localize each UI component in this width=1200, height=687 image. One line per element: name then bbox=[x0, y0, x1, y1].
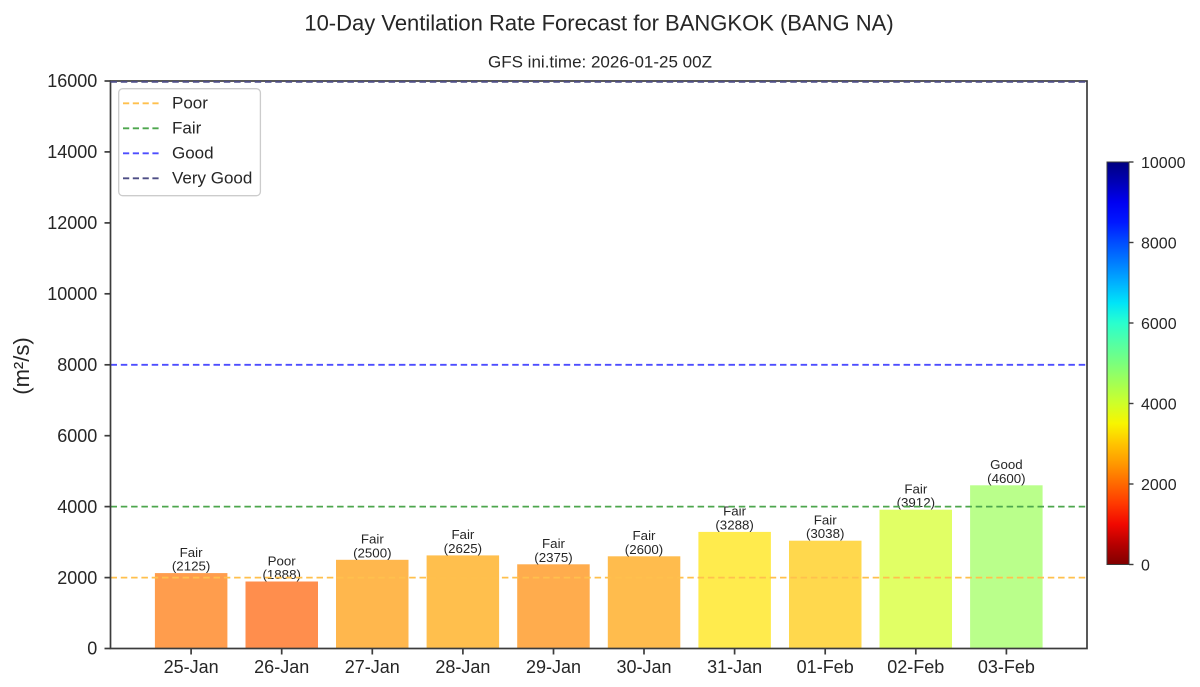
svg-text:03-Feb: 03-Feb bbox=[978, 657, 1035, 677]
svg-text:16000: 16000 bbox=[47, 71, 97, 91]
svg-text:02-Feb: 02-Feb bbox=[887, 657, 944, 677]
svg-text:Fair: Fair bbox=[172, 119, 202, 138]
svg-text:(2600): (2600) bbox=[625, 542, 663, 557]
svg-text:30-Jan: 30-Jan bbox=[616, 657, 671, 677]
svg-text:(2125): (2125) bbox=[172, 559, 210, 574]
svg-text:(2625): (2625) bbox=[444, 541, 482, 556]
svg-text:10000: 10000 bbox=[47, 284, 97, 304]
svg-text:27-Jan: 27-Jan bbox=[345, 657, 400, 677]
svg-text:(m²/s): (m²/s) bbox=[9, 337, 34, 394]
svg-text:Fair: Fair bbox=[180, 545, 203, 560]
svg-text:8000: 8000 bbox=[57, 355, 97, 375]
svg-text:6000: 6000 bbox=[1141, 316, 1177, 333]
svg-text:14000: 14000 bbox=[47, 142, 97, 162]
svg-text:01-Feb: 01-Feb bbox=[797, 657, 854, 677]
svg-text:Very Good: Very Good bbox=[172, 169, 252, 188]
svg-text:(3288): (3288) bbox=[715, 517, 753, 532]
svg-text:8000: 8000 bbox=[1141, 235, 1177, 252]
svg-text:(3038): (3038) bbox=[806, 526, 844, 541]
svg-text:Fair: Fair bbox=[542, 536, 565, 551]
svg-text:Poor: Poor bbox=[268, 553, 297, 568]
svg-text:29-Jan: 29-Jan bbox=[526, 657, 581, 677]
svg-text:25-Jan: 25-Jan bbox=[164, 657, 219, 677]
svg-text:2000: 2000 bbox=[57, 568, 97, 588]
svg-text:10000: 10000 bbox=[1141, 155, 1186, 172]
svg-text:28-Jan: 28-Jan bbox=[435, 657, 490, 677]
svg-text:Fair: Fair bbox=[814, 513, 837, 528]
svg-text:Good: Good bbox=[172, 144, 214, 163]
svg-text:(1888): (1888) bbox=[262, 567, 300, 582]
svg-text:31-Jan: 31-Jan bbox=[707, 657, 762, 677]
svg-text:12000: 12000 bbox=[47, 213, 97, 233]
svg-text:Good: Good bbox=[990, 457, 1023, 472]
svg-text:(2375): (2375) bbox=[534, 550, 572, 565]
svg-text:6000: 6000 bbox=[57, 426, 97, 446]
svg-text:4000: 4000 bbox=[1141, 396, 1177, 413]
svg-text:2000: 2000 bbox=[1141, 477, 1177, 494]
svg-text:4000: 4000 bbox=[57, 497, 97, 517]
svg-text:Fair: Fair bbox=[361, 532, 384, 547]
svg-text:Fair: Fair bbox=[451, 527, 474, 542]
svg-text:26-Jan: 26-Jan bbox=[254, 657, 309, 677]
svg-text:Fair: Fair bbox=[633, 528, 656, 543]
svg-text:GFS ini.time: 2026-01-25 00Z: GFS ini.time: 2026-01-25 00Z bbox=[488, 53, 712, 72]
svg-text:Poor: Poor bbox=[172, 94, 208, 113]
svg-text:0: 0 bbox=[87, 639, 97, 659]
svg-text:(2500): (2500) bbox=[353, 545, 391, 560]
svg-text:(4600): (4600) bbox=[987, 471, 1025, 486]
svg-text:(3912): (3912) bbox=[897, 495, 935, 510]
svg-text:Fair: Fair bbox=[904, 482, 927, 497]
svg-text:10-Day Ventilation Rate Foreca: 10-Day Ventilation Rate Forecast for BAN… bbox=[304, 11, 893, 36]
svg-text:0: 0 bbox=[1141, 557, 1150, 574]
